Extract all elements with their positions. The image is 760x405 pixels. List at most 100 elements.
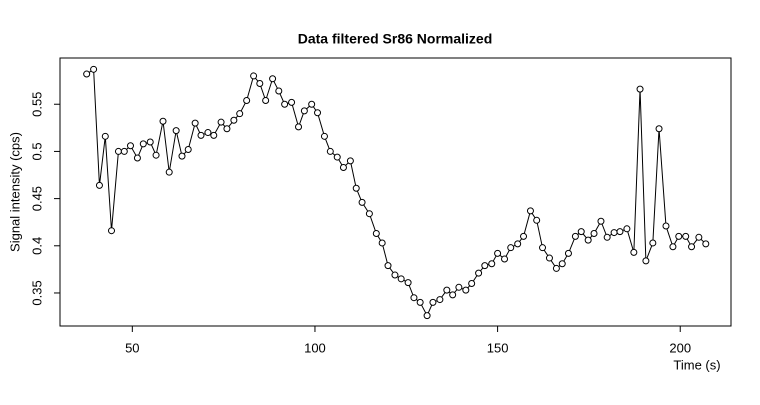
data-point <box>429 298 437 306</box>
data-point <box>610 229 618 237</box>
data-point <box>603 233 611 241</box>
plot-frame <box>59 57 732 327</box>
data-point <box>314 109 322 117</box>
data-point <box>320 132 328 140</box>
data-point <box>146 138 154 146</box>
data-point <box>682 232 690 240</box>
x-tick-label: 200 <box>669 340 691 355</box>
data-point <box>90 65 98 73</box>
data-point <box>352 184 360 192</box>
data-point <box>669 243 677 251</box>
data-point <box>449 291 457 299</box>
data-point <box>358 198 366 206</box>
data-point <box>655 125 663 133</box>
data-point <box>372 230 380 238</box>
data-point <box>423 312 431 320</box>
data-point <box>365 210 373 218</box>
data-point <box>404 279 412 287</box>
data-point <box>126 142 134 150</box>
data-point <box>616 228 624 236</box>
data-point <box>230 116 238 124</box>
x-tick-label: 100 <box>304 340 326 355</box>
data-point <box>702 240 710 248</box>
x-tick-label: 150 <box>487 340 509 355</box>
data-point <box>204 129 212 137</box>
data-point <box>688 243 696 251</box>
data-point <box>443 286 451 294</box>
data-point <box>488 260 496 268</box>
y-tick-label: 0.5 <box>29 142 44 160</box>
x-tick-label: 50 <box>125 340 139 355</box>
data-point <box>384 262 392 270</box>
data-point <box>662 222 670 230</box>
data-point <box>95 181 103 189</box>
data-point <box>120 147 128 155</box>
data-point <box>178 152 186 160</box>
data-point <box>101 132 109 140</box>
data-point <box>526 207 534 215</box>
data-point <box>558 260 566 268</box>
data-point <box>295 123 303 131</box>
data-point <box>695 233 703 241</box>
data-point <box>139 140 147 148</box>
data-point <box>346 157 354 165</box>
data-point <box>630 248 638 256</box>
data-point <box>281 100 289 108</box>
data-point <box>507 244 515 252</box>
y-tick-label: 0.4 <box>29 237 44 255</box>
data-point <box>436 296 444 304</box>
data-point <box>623 225 631 233</box>
data-point <box>333 153 341 161</box>
data-point <box>256 79 264 87</box>
data-point <box>501 255 509 263</box>
data-point <box>269 75 277 83</box>
data-point <box>300 107 308 115</box>
data-point <box>475 269 483 277</box>
data-point <box>108 227 116 235</box>
data-point <box>520 232 528 240</box>
data-point <box>326 147 334 155</box>
data-point <box>133 154 141 162</box>
data-point <box>114 147 122 155</box>
data-point <box>152 151 160 159</box>
data-point <box>552 264 560 272</box>
data-point <box>378 239 386 247</box>
x-axis-label: Time (s) <box>673 357 720 372</box>
data-point <box>571 232 579 240</box>
data-point <box>223 125 231 133</box>
data-point <box>577 228 585 236</box>
data-point <box>649 239 657 247</box>
data-point <box>262 96 270 104</box>
data-point <box>462 286 470 294</box>
data-point <box>416 298 424 306</box>
data-point <box>533 216 541 224</box>
data-point <box>184 146 192 154</box>
data-point <box>636 85 644 93</box>
y-axis-label: Signal intensity (cps) <box>7 132 22 252</box>
data-point <box>468 280 476 288</box>
data-point <box>236 110 244 118</box>
data-point <box>83 70 91 78</box>
data-point <box>288 98 296 106</box>
data-point <box>172 127 180 135</box>
data-point <box>494 249 502 257</box>
data-point <box>584 236 592 244</box>
data-point <box>243 96 251 104</box>
data-point <box>410 294 418 302</box>
data-point <box>217 118 225 126</box>
data-point <box>210 131 218 139</box>
data-point <box>481 262 489 270</box>
data-point <box>455 283 463 291</box>
y-tick-label: 0.55 <box>29 92 44 117</box>
y-tick-label: 0.35 <box>29 280 44 305</box>
data-point <box>197 131 205 139</box>
data-point <box>391 271 399 279</box>
data-point <box>308 100 316 108</box>
data-point <box>564 249 572 257</box>
data-point <box>397 275 405 283</box>
chart-title: Data filtered Sr86 Normalized <box>298 31 493 47</box>
data-point <box>590 230 598 238</box>
